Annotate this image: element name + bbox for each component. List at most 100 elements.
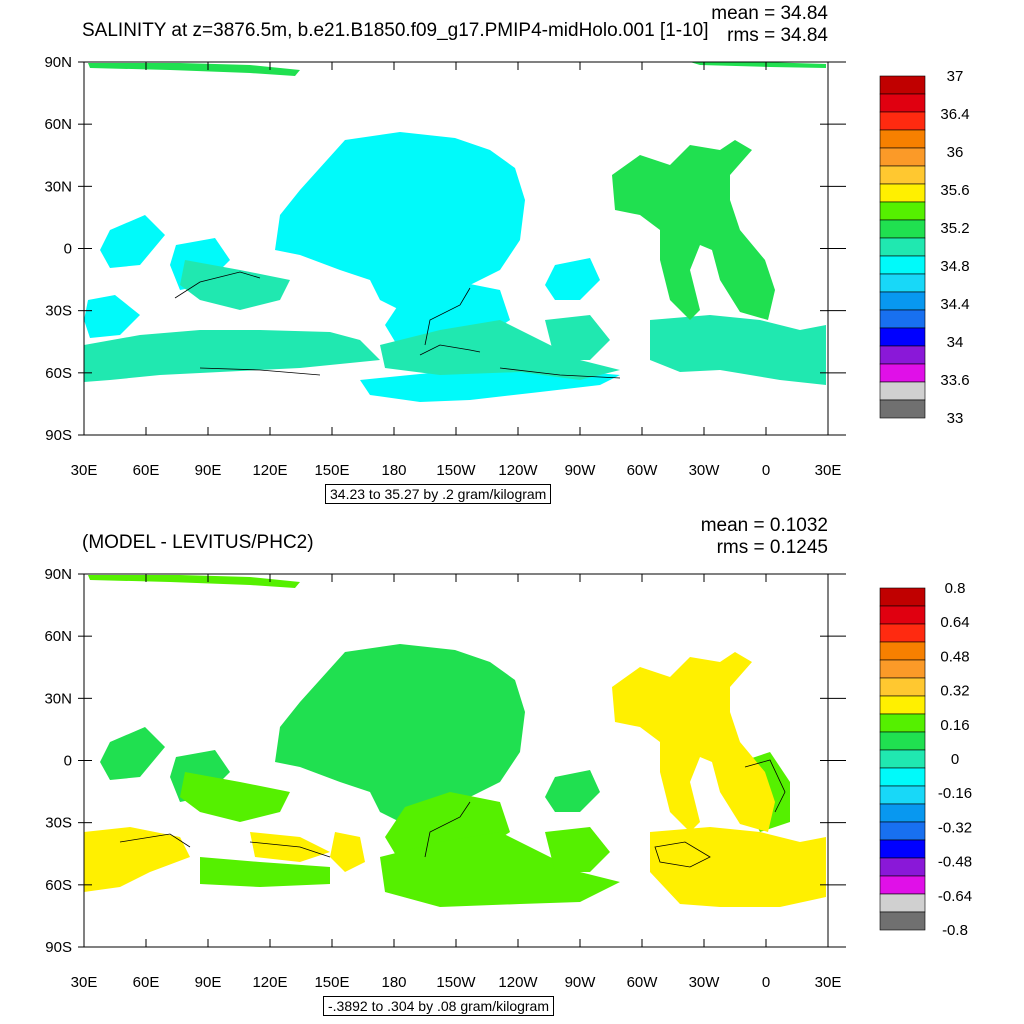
colorbar-label: -0.48: [938, 854, 972, 871]
plot-title: (MODEL - LEVITUS/PHC2): [82, 532, 314, 553]
region-southern: [180, 772, 290, 822]
colorbar-swatch: [879, 75, 926, 95]
region-southern: [200, 857, 330, 887]
colorbar-swatch: [879, 803, 926, 823]
y-tick-label: 90S: [45, 427, 72, 444]
x-tick-label: 180: [381, 462, 406, 479]
colorbar-swatch: [879, 839, 926, 859]
colorbar-swatch: [879, 731, 926, 751]
region-pacific: [275, 132, 525, 310]
x-tick-label: 150W: [436, 462, 476, 479]
map-fields: [84, 575, 826, 907]
contour-line: [199, 367, 321, 376]
x-tick-label: 120E: [252, 462, 287, 479]
colorbar-label: 34.8: [940, 258, 969, 275]
contour-line: [119, 833, 191, 848]
colorbar-label: 36.4: [940, 106, 969, 123]
x-tick-label: 60E: [133, 462, 160, 479]
region-southern: [650, 315, 826, 385]
colorbar-swatch: [879, 749, 926, 769]
x-tick-label: 0: [762, 462, 770, 479]
rms-label: rms = 0.1245: [716, 537, 828, 558]
colorbar-swatch: [879, 623, 926, 643]
colorbar-swatch: [879, 381, 926, 401]
colorbar-swatch: [879, 309, 926, 329]
region-pacific: [545, 770, 600, 812]
region-atlantic: [612, 140, 775, 320]
colorbar: 37 36.4 36 35.6 35.2 34.8 34.4 34 33.6 33: [879, 68, 970, 427]
colorbar-swatch: [879, 255, 926, 275]
x-tick-label: 60E: [133, 974, 160, 991]
region-southern: [380, 832, 620, 907]
y-tick-label: 30N: [44, 178, 72, 195]
contour-info: 34.23 to 35.27 by .2 gram/kilogram: [325, 484, 552, 504]
x-tick-label: 180: [381, 974, 406, 991]
region-atlantic: [330, 832, 365, 872]
x-tick-label: 120W: [498, 462, 538, 479]
x-tick-label: 30E: [815, 462, 842, 479]
colorbar-swatch: [879, 165, 926, 185]
contour-line: [419, 344, 481, 356]
colorbar-label: 34.4: [940, 296, 969, 313]
rms-label: rms = 34.84: [727, 25, 828, 46]
colorbar-swatch: [879, 93, 926, 113]
x-tick-label: 60W: [627, 974, 659, 991]
y-tick-label: 60N: [44, 628, 72, 645]
region-pacific: [545, 258, 600, 300]
x-tick-label: 90E: [195, 974, 222, 991]
y-tick-label: 30S: [45, 303, 72, 320]
x-tick-labels: 30E 60E 90E 120E 150E 180 150W 120W 90W 60W 30W 0 30…: [71, 462, 842, 479]
salinity-map: 30E 60E 90E 120E 150E 180 150W 120W 90W 60W 30W 0 30…: [44, 54, 970, 479]
x-tick-label: 150E: [314, 462, 349, 479]
contour-line: [744, 759, 786, 813]
colorbar-swatch: [879, 219, 926, 239]
region-southern: [545, 315, 610, 360]
y-tick-label: 30N: [44, 690, 72, 707]
colorbar-swatch: [879, 237, 926, 257]
axis-ticks: [78, 573, 846, 948]
colorbar-label: -0.16: [938, 785, 972, 802]
colorbar-label: 0.64: [940, 614, 969, 631]
colorbar: 0.8 0.64 0.48 0.32 0.16 0 -0.16 -0.32 -0.48 -0.64…: [879, 580, 972, 939]
y-tick-label: 60N: [44, 116, 72, 133]
colorbar-swatch: [879, 147, 926, 167]
x-tick-label: 30W: [689, 462, 721, 479]
region-atlantic: [250, 832, 330, 862]
colorbar-label: -0.8: [942, 922, 968, 939]
y-tick-label: 90N: [44, 54, 72, 71]
x-tick-label: 30W: [689, 974, 721, 991]
colorbar-swatch: [879, 273, 926, 293]
colorbar-swatch: [879, 641, 926, 661]
contour-line: [249, 841, 331, 858]
x-tick-label: 30E: [71, 462, 98, 479]
y-tick-labels: 90N 60N 30N 0 30S 60S 90S: [44, 54, 72, 444]
salinity-panel: SALINITY at z=3876.5m, b.e21.B1850.f09_g…: [44, 3, 970, 504]
colorbar-swatch: [879, 713, 926, 733]
colorbar-swatch: [879, 767, 926, 787]
region-pacific: [84, 295, 140, 338]
colorbar-swatch: [879, 911, 926, 931]
colorbar-swatch: [879, 857, 926, 877]
x-tick-label: 0: [762, 974, 770, 991]
y-tick-label: 60S: [45, 365, 72, 382]
axis-ticks: [78, 61, 846, 436]
region-southern: [84, 330, 380, 382]
y-tick-label: 30S: [45, 815, 72, 832]
x-tick-label: 30E: [815, 974, 842, 991]
colorbar-swatch: [879, 605, 926, 625]
x-tick-label: 150W: [436, 974, 476, 991]
y-tick-label: 0: [64, 753, 72, 770]
x-tick-label: 150E: [314, 974, 349, 991]
colorbar-swatch: [879, 785, 926, 805]
difference-map: 30E 60E 90E 120E 150E 180 150W 120W 90W 60W 30W 0 30…: [44, 566, 972, 991]
colorbar-swatch: [879, 345, 926, 365]
colorbar-label: 37: [947, 68, 964, 85]
region-arctic: [88, 63, 300, 76]
colorbar-label: -0.64: [938, 888, 972, 905]
map-fields: [84, 62, 826, 402]
colorbar-swatch: [879, 587, 926, 607]
colorbar-swatch: [879, 399, 926, 419]
colorbar-label: 35.6: [940, 182, 969, 199]
region-atlantic: [612, 652, 775, 832]
colorbar-label: 0.16: [940, 717, 969, 734]
